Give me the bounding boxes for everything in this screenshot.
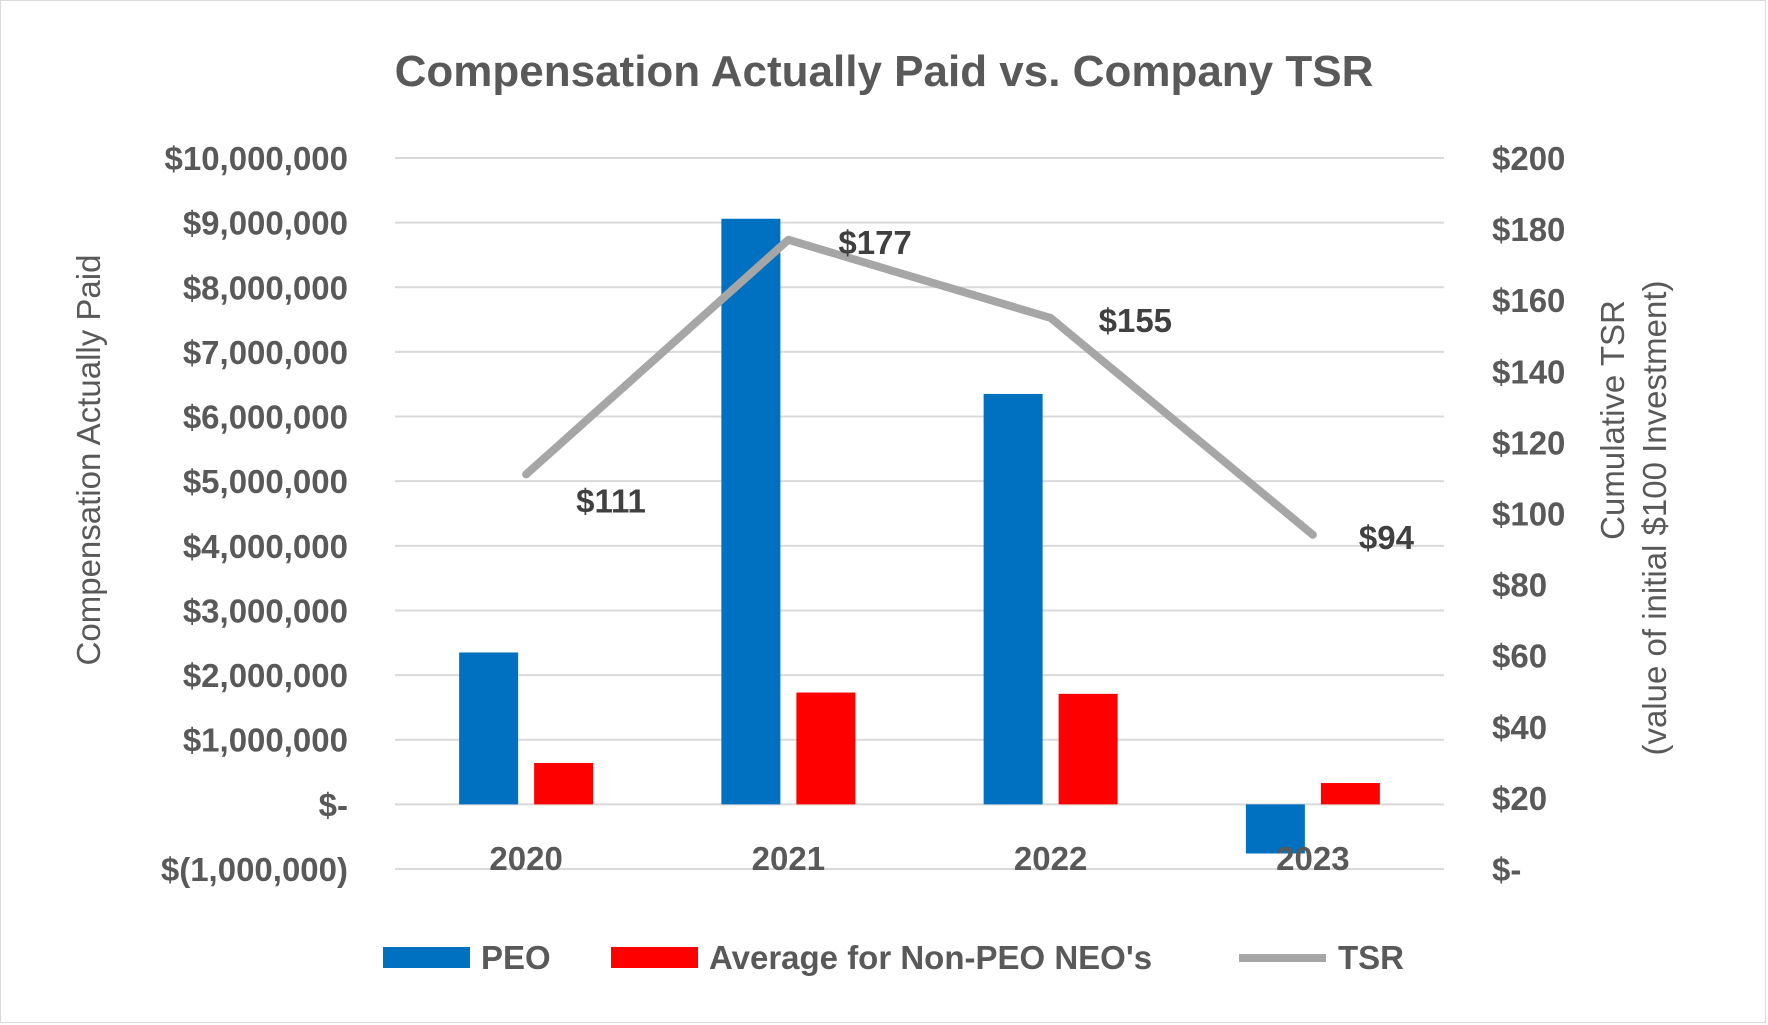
- x-tick-label: 2023: [1276, 840, 1349, 877]
- y-tick-label-left: $5,000,000: [183, 463, 348, 500]
- legend: PEO Average for Non-PEO NEO's TSR: [383, 939, 1404, 976]
- bar-peo: [1245, 804, 1305, 854]
- right-axis-label-line2: (value of initial $100 Investment): [1636, 280, 1673, 755]
- y-tick-label-left: $(1,000,000): [161, 851, 348, 888]
- legend-swatch-peo: [383, 947, 470, 968]
- y-tick-label-left: $8,000,000: [183, 269, 348, 306]
- y-tick-label-left: $-: [319, 786, 348, 823]
- tsr-line-layer: $111 $177 $155 $94: [522, 224, 1415, 556]
- y-tick-label-right: $100: [1492, 496, 1565, 533]
- bar-non-peo: [534, 762, 594, 805]
- bar-peo: [983, 393, 1043, 805]
- y-tick-label-right: $-: [1492, 851, 1521, 888]
- y-tick-label-left: $6,000,000: [183, 399, 348, 436]
- right-y-axis-ticks: $200 $180 $160 $140 $120 $100 $80 $60 $40 $20 $-: [1492, 140, 1565, 888]
- tsr-data-label: $111: [576, 482, 646, 519]
- left-y-axis-ticks: $10,000,000 $9,000,000 $8,000,000 $7,000,00…: [161, 140, 348, 888]
- legend-swatch-non-peo: [611, 947, 698, 968]
- x-axis-ticks: 2020 2021 2022 2023: [489, 840, 1349, 877]
- bar-non-peo: [796, 692, 856, 805]
- bars: [459, 218, 1380, 854]
- y-tick-label-left: $2,000,000: [183, 657, 348, 694]
- legend-label-tsr: TSR: [1338, 939, 1404, 976]
- bar-peo: [721, 218, 781, 805]
- x-tick-label: 2022: [1014, 840, 1087, 877]
- x-tick-label: 2021: [752, 840, 825, 877]
- y-tick-label-right: $140: [1492, 353, 1565, 390]
- chart-title: Compensation Actually Paid vs. Company T…: [395, 47, 1374, 96]
- y-tick-label-left: $7,000,000: [183, 334, 348, 371]
- y-tick-label-right: $180: [1492, 211, 1565, 248]
- y-tick-label-left: $1,000,000: [183, 722, 348, 759]
- y-tick-label-right: $80: [1492, 567, 1547, 604]
- bar-non-peo: [1058, 693, 1118, 805]
- tsr-line: [522, 235, 1317, 539]
- bar-peo: [459, 652, 519, 805]
- y-tick-label-left: $3,000,000: [183, 592, 348, 629]
- right-axis-label-line1: Cumulative TSR: [1594, 300, 1631, 540]
- bar-non-peo: [1320, 783, 1380, 805]
- tsr-data-label: $177: [838, 224, 911, 261]
- y-tick-label-right: $200: [1492, 140, 1565, 177]
- y-tick-label-right: $120: [1492, 424, 1565, 461]
- y-tick-label-right: $160: [1492, 282, 1565, 319]
- legend-label-non-peo: Average for Non-PEO NEO's: [709, 939, 1152, 976]
- y-tick-label-left: $4,000,000: [183, 528, 348, 565]
- tsr-data-label: $155: [1099, 302, 1172, 339]
- legend-label-peo: PEO: [481, 939, 551, 976]
- y-tick-label-left: $10,000,000: [164, 140, 348, 177]
- left-axis-label: Compensation Actually Paid: [70, 255, 107, 666]
- y-tick-label-right: $20: [1492, 780, 1547, 817]
- y-tick-label-left: $9,000,000: [183, 205, 348, 242]
- x-tick-label: 2020: [489, 840, 562, 877]
- y-tick-label-right: $60: [1492, 638, 1547, 675]
- gridlines: [395, 157, 1444, 870]
- y-tick-label-right: $40: [1492, 709, 1547, 746]
- tsr-data-label: $94: [1359, 519, 1415, 556]
